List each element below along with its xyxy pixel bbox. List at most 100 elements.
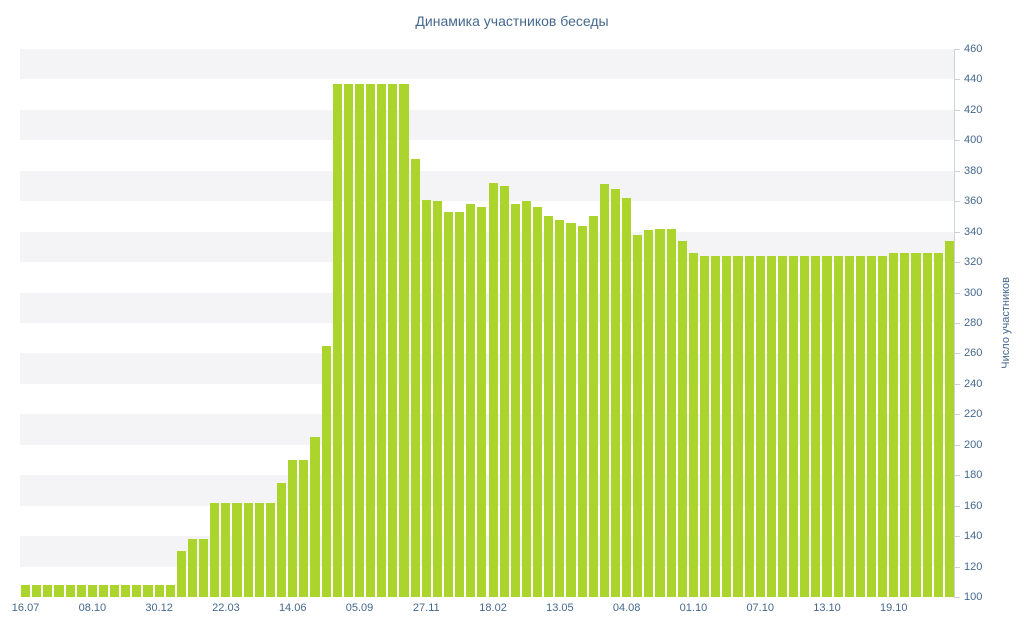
bar[interactable] <box>889 252 899 597</box>
grid-stripe <box>20 414 955 445</box>
bar[interactable] <box>922 252 932 597</box>
bar[interactable] <box>321 345 331 597</box>
bar[interactable] <box>76 584 86 597</box>
bar[interactable] <box>755 256 765 597</box>
bar[interactable] <box>399 84 409 597</box>
bar[interactable] <box>766 256 776 597</box>
bar[interactable] <box>499 186 509 597</box>
bar[interactable] <box>800 256 810 597</box>
bar[interactable] <box>421 199 431 597</box>
bar[interactable] <box>855 256 865 597</box>
bar[interactable] <box>655 228 665 597</box>
bar[interactable] <box>555 219 565 597</box>
bar[interactable] <box>277 482 287 597</box>
bar[interactable] <box>232 502 242 597</box>
bar[interactable] <box>811 256 821 597</box>
bar[interactable] <box>722 256 732 597</box>
bar[interactable] <box>566 222 576 597</box>
y-tick-mark <box>955 323 960 324</box>
bar[interactable] <box>265 502 275 597</box>
bar[interactable] <box>199 539 209 597</box>
bar[interactable] <box>132 584 142 597</box>
bar[interactable] <box>332 84 342 597</box>
bar[interactable] <box>366 84 376 597</box>
y-tick-mark <box>955 262 960 264</box>
bar[interactable] <box>288 460 298 597</box>
bar[interactable] <box>711 256 721 597</box>
bar[interactable] <box>699 256 710 597</box>
bar[interactable] <box>744 256 754 597</box>
bar[interactable] <box>87 584 97 597</box>
bar[interactable] <box>187 539 198 597</box>
bar[interactable] <box>21 584 31 597</box>
bar[interactable] <box>488 182 498 597</box>
x-tick-label: 22.03 <box>212 602 240 614</box>
bar[interactable] <box>254 502 264 597</box>
bar[interactable] <box>310 437 320 597</box>
bar[interactable] <box>299 460 309 597</box>
bar[interactable] <box>477 207 487 597</box>
bar[interactable] <box>110 584 120 597</box>
bar[interactable] <box>577 225 587 597</box>
bar[interactable] <box>900 252 910 597</box>
bar[interactable] <box>443 211 454 597</box>
bar[interactable] <box>544 216 554 597</box>
y-tick-mark <box>955 49 960 50</box>
bar[interactable] <box>343 84 353 597</box>
y-tick-mark <box>955 444 960 446</box>
bar[interactable] <box>677 240 687 597</box>
bar[interactable] <box>944 240 954 597</box>
bar[interactable] <box>243 502 253 597</box>
y-tick-label: 120 <box>964 560 983 573</box>
bar[interactable] <box>622 198 632 597</box>
x-tick-label: 14.06 <box>278 602 307 614</box>
bar[interactable] <box>121 584 131 597</box>
bar[interactable] <box>933 252 943 597</box>
bar[interactable] <box>688 252 698 597</box>
bar[interactable] <box>221 502 231 597</box>
bar[interactable] <box>777 256 788 597</box>
bar[interactable] <box>54 584 64 597</box>
y-tick-mark <box>955 109 960 111</box>
bar[interactable] <box>733 256 743 597</box>
grid-stripe <box>20 109 955 141</box>
bar[interactable] <box>466 204 476 597</box>
bar[interactable] <box>533 207 543 597</box>
bar[interactable] <box>154 584 164 597</box>
bar[interactable] <box>354 84 365 597</box>
x-tick-label: 18.02 <box>479 602 507 614</box>
bar[interactable] <box>633 234 643 597</box>
bar[interactable] <box>32 584 42 597</box>
bar[interactable] <box>644 230 654 597</box>
bar[interactable] <box>388 84 398 597</box>
bar[interactable] <box>610 189 621 597</box>
bar[interactable] <box>588 216 598 597</box>
bar[interactable] <box>878 256 888 597</box>
bar[interactable] <box>377 84 387 597</box>
bar[interactable] <box>789 256 799 597</box>
bar[interactable] <box>210 502 220 597</box>
bar[interactable] <box>65 584 75 597</box>
bar[interactable] <box>666 228 676 597</box>
bar[interactable] <box>43 584 53 597</box>
bar[interactable] <box>455 211 465 597</box>
bar[interactable] <box>521 201 532 597</box>
y-tick-mark <box>955 231 960 233</box>
bar[interactable] <box>176 551 186 597</box>
bar[interactable] <box>432 201 442 597</box>
y-axis-title: Число участников <box>1000 277 1012 369</box>
y-tick-label: 200 <box>964 438 983 451</box>
bar[interactable] <box>911 252 921 597</box>
x-tick-label: 07.10 <box>746 602 774 614</box>
y-tick-mark <box>955 170 960 172</box>
bar[interactable] <box>866 256 877 597</box>
bar[interactable] <box>165 584 175 597</box>
bar[interactable] <box>844 256 854 597</box>
bar[interactable] <box>510 204 520 597</box>
bar[interactable] <box>822 256 832 597</box>
bar[interactable] <box>98 584 109 597</box>
bar[interactable] <box>833 256 843 597</box>
bar[interactable] <box>143 584 153 597</box>
bar[interactable] <box>599 184 609 597</box>
bar[interactable] <box>410 158 420 597</box>
